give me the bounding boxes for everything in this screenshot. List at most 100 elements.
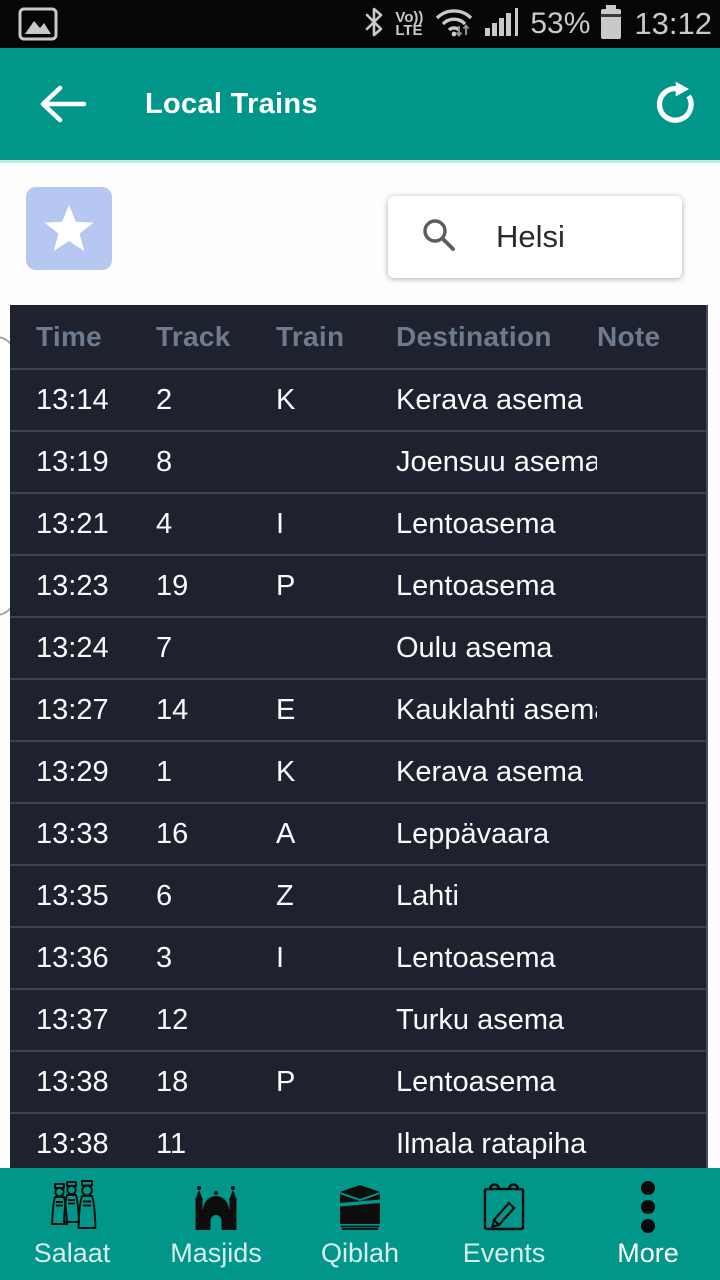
nav-item-qiblah[interactable]: Qiblah (288, 1168, 432, 1280)
cell-time: 13:38 (36, 1127, 109, 1160)
cell-time: 13:38 (36, 1065, 109, 1098)
cell-time: 13:24 (36, 631, 109, 664)
praying-people-icon (43, 1178, 101, 1236)
cell-destination: Joensuu asema (396, 445, 597, 478)
cell-destination: Lahti (396, 879, 459, 912)
table-row[interactable]: 13:36 3 I Lentoasema (10, 926, 706, 988)
cell-train: E (276, 693, 296, 726)
cell-track: 3 (156, 941, 173, 974)
cell-track: 2 (156, 383, 173, 416)
cell-train: P (276, 569, 296, 602)
column-header-track: Track (156, 320, 231, 352)
search-box[interactable]: Helsi (388, 196, 682, 278)
cell-time: 13:37 (36, 1003, 109, 1036)
cell-train: P (276, 1065, 296, 1098)
table-row[interactable]: 13:19 8 Joensuu asema (10, 430, 706, 492)
battery-icon (599, 4, 623, 45)
mosque-icon (188, 1178, 244, 1236)
train-table: Time Track Train Destination Note 13:14 … (10, 305, 708, 1180)
cell-destination: Kerava asema (396, 755, 583, 788)
gallery-icon (18, 7, 58, 46)
cell-time: 13:27 (36, 693, 109, 726)
nav-item-more[interactable]: More (576, 1168, 720, 1280)
status-bar: Vo)) LTE (0, 0, 720, 48)
refresh-button[interactable] (650, 80, 698, 128)
cell-time: 13:23 (36, 569, 109, 602)
cell-track: 18 (156, 1065, 189, 1098)
cell-destination: Leppävaara (396, 817, 550, 850)
notepad-pencil-icon (476, 1178, 532, 1236)
table-row[interactable]: 13:27 14 E Kauklahti asema (10, 678, 706, 740)
nav-label-salaat: Salaat (33, 1238, 111, 1268)
back-arrow-icon (40, 85, 87, 123)
volte-indicator: Vo)) LTE (395, 9, 424, 39)
cell-time: 13:36 (36, 941, 109, 974)
cell-train: I (276, 507, 285, 540)
page-title: Local Trains (145, 87, 318, 120)
cell-destination: Lentoasema (396, 569, 556, 602)
cell-track: 11 (156, 1127, 187, 1160)
table-row[interactable]: 13:14 2 K Kerava asema (10, 368, 706, 430)
star-icon (44, 204, 94, 251)
appbar-shadow (0, 160, 720, 163)
more-dots-icon (620, 1178, 676, 1236)
nav-label-masjids: Masjids (170, 1238, 262, 1268)
table-row[interactable]: 13:35 6 Z Lahti (10, 864, 706, 926)
cell-destination: Lentoasema (396, 941, 556, 974)
cell-destination: Oulu asema (396, 631, 553, 664)
favorite-button[interactable] (26, 187, 112, 270)
table-row[interactable]: 13:29 1 K Kerava asema (10, 740, 706, 802)
table-row[interactable]: 13:38 11 Ilmala ratapiha (10, 1112, 706, 1174)
signal-icon (485, 6, 521, 43)
cell-time: 13:19 (36, 445, 109, 478)
table-row[interactable]: 13:21 4 I Lentoasema (10, 492, 706, 554)
cell-train: Z (276, 879, 294, 912)
column-header-destination: Destination (396, 320, 552, 352)
table-header-row: Time Track Train Destination Note (10, 305, 706, 368)
battery-percent: 53% (530, 7, 591, 40)
cell-track: 6 (156, 879, 173, 912)
cell-train: A (276, 817, 296, 850)
nav-item-salaat[interactable]: Salaat (0, 1168, 144, 1280)
cell-time: 13:29 (36, 755, 109, 788)
cell-train: K (276, 383, 296, 416)
table-row[interactable]: 13:23 19 P Lentoasema (10, 554, 706, 616)
cell-time: 13:14 (36, 383, 109, 416)
cell-track: 7 (156, 631, 173, 664)
cell-time: 13:33 (36, 817, 109, 850)
column-header-note: Note (597, 320, 661, 352)
app-bar: Local Trains (0, 48, 720, 160)
nav-label-more: More (617, 1238, 679, 1268)
nav-item-masjids[interactable]: Masjids (144, 1168, 288, 1280)
cell-track: 1 (156, 755, 173, 788)
search-input[interactable]: Helsi (496, 219, 565, 254)
back-button[interactable] (36, 82, 90, 126)
bottom-navigation: Salaat (0, 1168, 720, 1280)
nav-label-qiblah: Qiblah (320, 1238, 400, 1268)
kaaba-icon (332, 1178, 388, 1236)
status-time: 13:12 (634, 6, 712, 41)
cell-destination: Turku asema (396, 1003, 565, 1036)
cell-track: 12 (156, 1003, 189, 1036)
table-row[interactable]: 13:37 12 Turku asema (10, 988, 706, 1050)
table-row[interactable]: 13:38 18 P Lentoasema (10, 1050, 706, 1112)
cell-track: 4 (156, 507, 173, 540)
wifi-icon (432, 4, 476, 45)
nav-label-events: Events (462, 1238, 546, 1268)
search-icon (420, 216, 458, 259)
cell-track: 16 (156, 817, 189, 850)
cell-destination: Kerava asema (396, 383, 583, 416)
nav-item-events[interactable]: Events (432, 1168, 576, 1280)
cell-train: K (276, 755, 296, 788)
cell-time: 13:35 (36, 879, 109, 912)
cell-destination: Lentoasema (396, 1065, 556, 1098)
table-row[interactable]: 13:24 7 Oulu asema (10, 616, 706, 678)
cell-track: 8 (156, 445, 173, 478)
cell-track: 14 (156, 693, 189, 726)
cell-track: 19 (156, 569, 189, 602)
table-row[interactable]: 13:33 16 A Leppävaara (10, 802, 706, 864)
column-header-time: Time (36, 320, 103, 352)
bluetooth-icon (362, 6, 386, 43)
cell-destination: Ilmala ratapiha (396, 1127, 587, 1160)
